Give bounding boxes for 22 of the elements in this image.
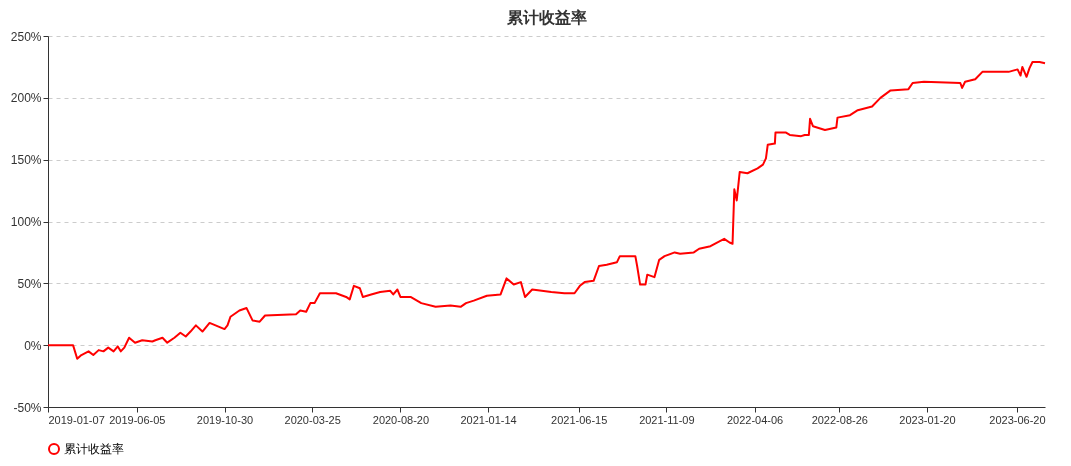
x-tick-label: 2021-06-15 xyxy=(551,413,608,426)
y-tick-label: 200% xyxy=(10,91,42,106)
y-tick-label: 100% xyxy=(10,215,42,229)
line-series xyxy=(47,60,1046,360)
x-tick-label: 2019-01-07 xyxy=(48,413,105,426)
x-tick-label: 2019-10-30 xyxy=(196,413,254,426)
x-tick-label: 2021-11-09 xyxy=(639,413,695,426)
x-tick-label: 2020-08-20 xyxy=(372,413,430,426)
x-tick-label: 2019-06-05 xyxy=(109,413,166,426)
x-tick-label: 2021-01-14 xyxy=(460,413,517,426)
y-tick-label: 150% xyxy=(10,153,42,168)
y-tick-label: -50% xyxy=(13,400,42,415)
y-tick-label: 250% xyxy=(10,29,42,44)
legend-label: 累计收益率 xyxy=(64,442,124,456)
y-tick-label: 0% xyxy=(24,338,42,353)
x-tick-label: 2023-01-20 xyxy=(899,413,956,426)
chart-title: 累计收益率 xyxy=(505,8,587,26)
x-tick-label: 2020-03-25 xyxy=(284,413,341,426)
x-tick-label: 2022-08-26 xyxy=(811,413,868,426)
y-tick-label: 50% xyxy=(17,276,42,291)
x-tick-label: 2022-04-06 xyxy=(726,413,784,426)
x-tick-label: 2023-06-20 xyxy=(989,413,1046,426)
